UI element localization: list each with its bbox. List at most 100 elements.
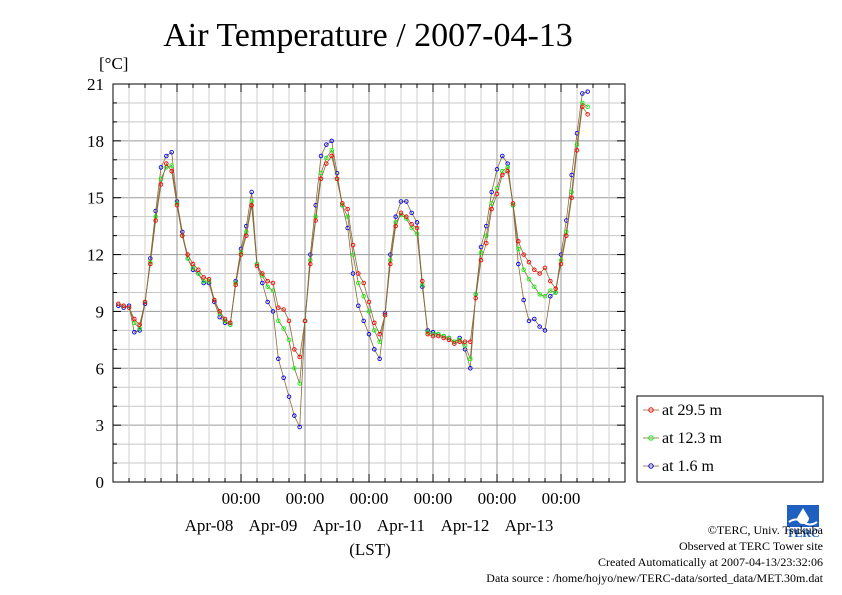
series-point [169, 168, 174, 174]
series-point [345, 206, 350, 212]
legend-label: at 12.3 m [662, 430, 723, 447]
legend-label: at 1.6 m [662, 458, 715, 475]
series-point [297, 424, 302, 430]
series-point [244, 233, 249, 238]
series-point [430, 333, 436, 339]
series-point [468, 366, 473, 371]
series-point [361, 294, 366, 299]
series-point [516, 246, 521, 252]
series-point [532, 316, 537, 322]
legend-marker [648, 407, 654, 413]
y-tick-label: 15 [87, 189, 104, 208]
series-point [308, 252, 313, 257]
series-point [580, 104, 585, 109]
x-time-label: 00:00 [478, 489, 517, 508]
series-point [409, 210, 414, 216]
series-point [377, 356, 382, 362]
y-tick-label: 6 [96, 359, 105, 378]
series-point [468, 339, 473, 345]
series-point [537, 324, 542, 329]
series-point [329, 153, 334, 159]
series-point [484, 233, 489, 238]
series-group [116, 89, 590, 430]
series-point [585, 89, 590, 94]
series-point [414, 225, 420, 231]
series-point [238, 252, 244, 257]
series-point [494, 191, 500, 197]
series-point [153, 218, 158, 223]
series-point [569, 195, 574, 200]
legend-marker [648, 463, 654, 469]
series-point [132, 316, 137, 322]
series-point [158, 165, 164, 170]
series-point [388, 252, 393, 257]
legend-box [636, 395, 824, 483]
copyright-text: ©TERC, Univ. Tsukuba [708, 523, 824, 537]
x-date-label: Apr-08 [185, 516, 234, 535]
y-tick-label: 12 [87, 246, 104, 265]
series-point [521, 252, 526, 257]
y-tick-label: 3 [96, 416, 105, 435]
series-point [142, 299, 148, 305]
series-point [286, 337, 292, 343]
series-point [398, 210, 404, 216]
series-point [260, 271, 265, 276]
series-point [190, 261, 196, 267]
series-point [318, 176, 324, 182]
series-point [468, 356, 473, 362]
series-point [526, 259, 532, 265]
x-date-label: Apr-12 [441, 516, 490, 535]
series-point [532, 284, 537, 290]
series-point [404, 214, 409, 219]
series-point [308, 261, 313, 267]
series-point [126, 305, 132, 310]
series-point [286, 394, 292, 399]
series-point [116, 301, 121, 307]
series-point [164, 161, 169, 166]
series-point [292, 366, 297, 371]
series-point [334, 170, 340, 176]
series-point [574, 148, 580, 153]
series-point [249, 203, 254, 208]
series-point [132, 330, 137, 335]
series-point [180, 233, 185, 238]
series-point [281, 326, 286, 331]
series-point [462, 339, 468, 345]
series-point [436, 333, 441, 339]
series-point [169, 163, 174, 168]
series-point [356, 271, 361, 276]
series-point [164, 153, 169, 159]
series-point [281, 307, 286, 312]
series-point [484, 240, 489, 246]
series-point [505, 168, 510, 174]
series-point [366, 299, 372, 305]
series-point [121, 303, 126, 308]
series-point [313, 218, 318, 223]
series-point [537, 292, 542, 297]
chart-title: Air Temperature / 2007-04-13 [163, 17, 573, 54]
series-point [494, 167, 500, 172]
series-point [585, 104, 590, 109]
series-point [185, 252, 190, 257]
series-point [329, 148, 334, 153]
series-point [174, 203, 180, 208]
legend-marker [648, 435, 654, 441]
series-point [542, 265, 548, 271]
series-point [206, 276, 212, 282]
series-point [292, 347, 297, 352]
series-point [249, 189, 254, 195]
series-point [532, 267, 537, 272]
x-time-label: 00:00 [350, 489, 389, 508]
series-point [270, 309, 276, 314]
series-point [372, 347, 377, 352]
y-unit-label: [°C] [99, 54, 128, 73]
series-point [366, 309, 372, 314]
series-point [382, 312, 388, 318]
created-text: Created Automatically at 2007-04-13/23:3… [598, 555, 823, 569]
series-point [276, 305, 281, 310]
series-point [281, 375, 286, 381]
y-tick-label: 21 [87, 75, 104, 94]
x-time-label: 00:00 [286, 489, 325, 508]
terc-logo: TERC [785, 503, 821, 540]
axes-ticks: 0 3 6 9 12 15 18 21 00:00 Apr-08 00:00 Apr-09 00:00 A… [87, 75, 626, 535]
